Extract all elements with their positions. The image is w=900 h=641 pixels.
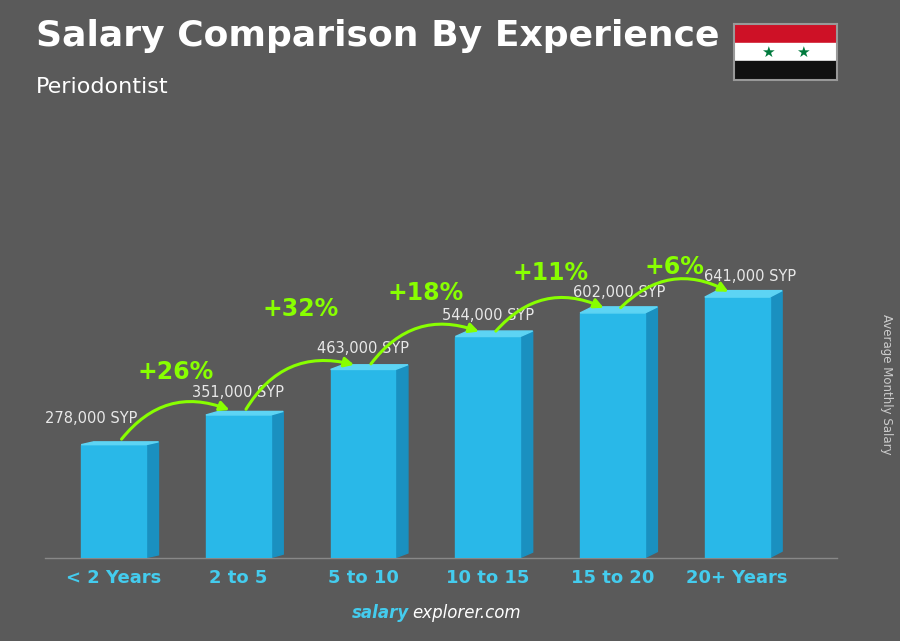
FancyArrowPatch shape: [621, 279, 725, 308]
Bar: [734, 42, 837, 62]
Polygon shape: [81, 442, 158, 445]
Bar: [734, 62, 837, 80]
Polygon shape: [206, 412, 284, 415]
Text: +11%: +11%: [512, 261, 589, 285]
Text: Salary Comparison By Experience: Salary Comparison By Experience: [36, 19, 719, 53]
Bar: [580, 313, 645, 558]
Text: 602,000 SYP: 602,000 SYP: [572, 285, 665, 300]
Polygon shape: [770, 290, 782, 558]
FancyArrowPatch shape: [371, 324, 476, 364]
Text: Periodontist: Periodontist: [36, 77, 168, 97]
Text: 351,000 SYP: 351,000 SYP: [193, 385, 284, 400]
Bar: [734, 24, 837, 42]
Bar: [330, 369, 395, 558]
Text: 463,000 SYP: 463,000 SYP: [317, 341, 409, 356]
Text: 544,000 SYP: 544,000 SYP: [442, 308, 534, 323]
Polygon shape: [330, 365, 408, 369]
FancyArrowPatch shape: [122, 401, 226, 439]
Bar: [81, 445, 146, 558]
Text: explorer.com: explorer.com: [412, 604, 521, 622]
Polygon shape: [580, 307, 657, 313]
Polygon shape: [645, 307, 657, 558]
FancyArrowPatch shape: [496, 297, 600, 331]
Text: 641,000 SYP: 641,000 SYP: [704, 269, 796, 285]
Bar: [705, 297, 770, 558]
Text: +32%: +32%: [263, 297, 338, 322]
Bar: [206, 415, 271, 558]
Polygon shape: [705, 290, 782, 297]
Polygon shape: [455, 331, 533, 337]
Text: salary: salary: [352, 604, 410, 622]
Text: Average Monthly Salary: Average Monthly Salary: [880, 314, 893, 455]
Text: ★: ★: [796, 45, 810, 60]
Polygon shape: [395, 365, 408, 558]
Text: ★: ★: [760, 45, 775, 60]
Text: +26%: +26%: [138, 360, 214, 384]
Polygon shape: [146, 442, 158, 558]
Text: 278,000 SYP: 278,000 SYP: [45, 412, 138, 426]
Polygon shape: [520, 331, 533, 558]
Text: +6%: +6%: [645, 255, 705, 279]
Text: +18%: +18%: [387, 281, 464, 305]
FancyArrowPatch shape: [246, 358, 351, 409]
Bar: [455, 337, 520, 558]
Polygon shape: [271, 412, 284, 558]
